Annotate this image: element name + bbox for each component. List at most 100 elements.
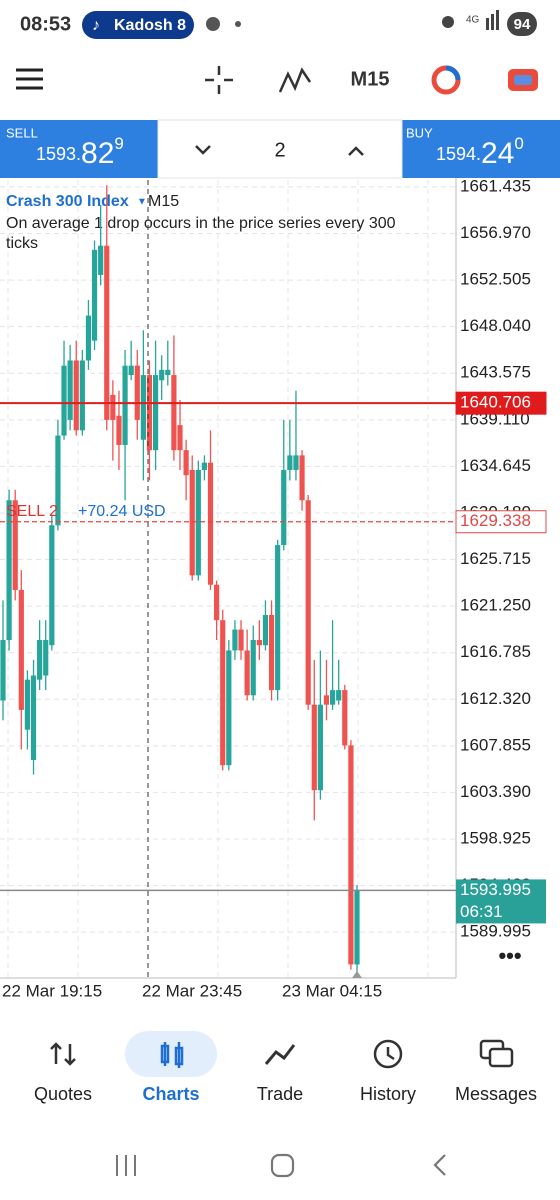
y-tick-label: 1607.855: [460, 735, 531, 754]
indicator-icon[interactable]: [278, 67, 312, 93]
current-bar-marker: [352, 971, 362, 978]
candle-body: [305, 500, 311, 705]
chat-icon: [206, 17, 220, 31]
more-button[interactable]: •••: [498, 943, 521, 968]
y-tick-label: 1603.390: [460, 782, 531, 801]
candle-body: [91, 249, 98, 341]
price-head: 1593.: [36, 144, 81, 164]
messages-icon-part: [488, 1047, 514, 1068]
active-tab-bg: [125, 1031, 217, 1077]
battery-level: 94: [514, 16, 531, 33]
bid-label: 1593.995: [460, 880, 531, 899]
price-sup: 0: [514, 134, 523, 153]
y-tick-label: 1589.995: [460, 922, 531, 941]
bar-timer: 06:31: [460, 902, 503, 921]
buy-button[interactable]: [402, 120, 560, 178]
network: 4G: [466, 15, 480, 26]
media-pill[interactable]: [82, 11, 194, 39]
sell-price: 1593.829: [36, 134, 124, 169]
trade-tab-icon[interactable]: [264, 1044, 296, 1065]
nav-label[interactable]: History: [360, 1084, 416, 1104]
candle-body: [238, 629, 244, 651]
quotes-icon[interactable]: [50, 1042, 76, 1066]
signal: [486, 18, 489, 30]
price-label-box: [455, 510, 547, 534]
candle-body: [6, 500, 12, 641]
price-sup: 9: [114, 134, 123, 153]
nav-label[interactable]: Quotes: [34, 1084, 92, 1104]
candle-body: [268, 614, 275, 691]
candle-body: [226, 650, 232, 766]
candle-body: [37, 640, 43, 680]
chart[interactable]: Crash 300 Index ▼ M15 On average 1 drop occ…: [0, 180, 456, 978]
y-tick-label: 1625.715: [460, 549, 531, 568]
home-button[interactable]: [270, 1153, 295, 1178]
nav-label[interactable]: Charts: [142, 1084, 199, 1104]
battery: [507, 12, 537, 36]
dot: [235, 21, 241, 27]
candle-body: [159, 369, 165, 381]
price-big: 82: [81, 137, 114, 170]
candle-body: [201, 462, 208, 470]
price-label: 1640.706: [460, 393, 531, 412]
menu-icon[interactable]: [16, 68, 43, 90]
position-profit: +70.24 USD: [78, 503, 166, 520]
signal: [491, 14, 494, 30]
candle-body: [85, 315, 92, 361]
candle-body: [336, 690, 342, 701]
bottom-nav: Quotes Charts Trade History Messages: [34, 1084, 537, 1104]
nav-label[interactable]: Trade: [257, 1084, 303, 1104]
candle-body: [354, 890, 360, 965]
bid-box: [456, 879, 546, 924]
recent-apps[interactable]: [116, 1155, 136, 1176]
candle-body: [329, 690, 336, 705]
y-tick-label: 1598.925: [460, 828, 531, 847]
history-icon[interactable]: [373, 1039, 403, 1069]
volume[interactable]: 2: [274, 139, 285, 161]
candle-body: [171, 375, 177, 451]
price-big: 24: [481, 137, 514, 170]
media-title: Kadosh 8: [114, 17, 186, 34]
sell-button[interactable]: [0, 120, 158, 178]
candle-body: [98, 245, 104, 275]
candle-body: [317, 704, 323, 791]
clock: 08:53: [20, 13, 71, 35]
description: ticks: [6, 235, 38, 252]
x-tick-label: 22 Mar 19:15: [2, 981, 102, 1000]
timeframe-button[interactable]: M15: [351, 68, 390, 90]
candle-body: [232, 629, 238, 651]
y-tick-label: 1634.645: [460, 456, 531, 475]
candle-body: [67, 360, 73, 420]
volume-down[interactable]: [195, 145, 211, 155]
candle-body: [311, 704, 317, 791]
candle-body: [256, 640, 262, 646]
candle-body: [287, 455, 293, 470]
buy-price: 1594.240: [436, 134, 524, 169]
candle-body: [262, 614, 269, 646]
volume-up[interactable]: [348, 146, 364, 156]
candle-body: [55, 435, 61, 526]
candle-body: [152, 375, 159, 451]
candle-body: [146, 375, 153, 451]
vertical-grid: [7, 180, 429, 978]
candle-body: [73, 360, 79, 431]
candle-body: [342, 690, 348, 746]
candle-body: [134, 365, 140, 420]
history-hand: [386, 1047, 395, 1061]
candle-body: [140, 375, 146, 440]
nav-label[interactable]: Messages: [455, 1084, 537, 1104]
chart-timeframe: M15: [148, 193, 179, 210]
candle-body: [220, 620, 226, 766]
candle-body: [24, 679, 31, 730]
y-tick-label: 1643.575: [460, 363, 531, 382]
charts-icon[interactable]: [160, 1042, 184, 1068]
candle-body: [323, 695, 330, 705]
price-head: 1594.: [436, 144, 481, 164]
candle-body: [299, 455, 305, 501]
back-button[interactable]: [433, 1154, 446, 1176]
sell-label: SELL: [6, 125, 38, 140]
y-tick-label: 1652.505: [460, 270, 531, 289]
signal: [496, 10, 499, 30]
trade-icon-part: [445, 65, 461, 81]
crosshair-icon[interactable]: [205, 66, 233, 94]
